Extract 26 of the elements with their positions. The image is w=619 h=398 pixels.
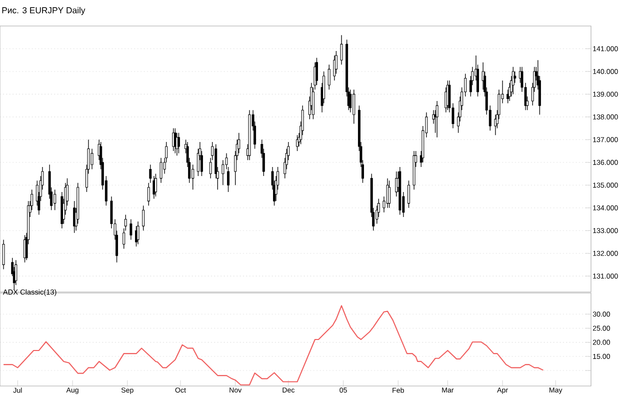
candlestick <box>512 66 514 95</box>
candlestick <box>388 180 391 208</box>
candlestick <box>154 173 157 197</box>
candlestick <box>352 89 356 124</box>
candlestick <box>408 180 410 208</box>
chart-title: Рис. 3 EURJPY Daily <box>2 6 86 16</box>
candlestick <box>514 71 516 84</box>
candlestick <box>192 164 194 190</box>
candlestick <box>177 132 180 154</box>
candlestick <box>160 158 162 184</box>
candlestick <box>147 182 150 206</box>
candlestick <box>340 34 343 65</box>
line-series <box>3 305 544 386</box>
candlestick <box>136 221 140 245</box>
candlestick <box>328 64 330 90</box>
candlestick <box>315 57 318 86</box>
candlestick <box>149 164 152 184</box>
candlestick <box>436 100 438 138</box>
candlestick <box>130 218 132 240</box>
candlestick <box>142 205 145 231</box>
candlestick <box>90 148 94 170</box>
candlestick <box>14 260 18 286</box>
candlestick <box>349 89 352 113</box>
candlestick <box>2 239 5 270</box>
candlestick <box>333 55 336 81</box>
candlestick <box>54 189 56 210</box>
